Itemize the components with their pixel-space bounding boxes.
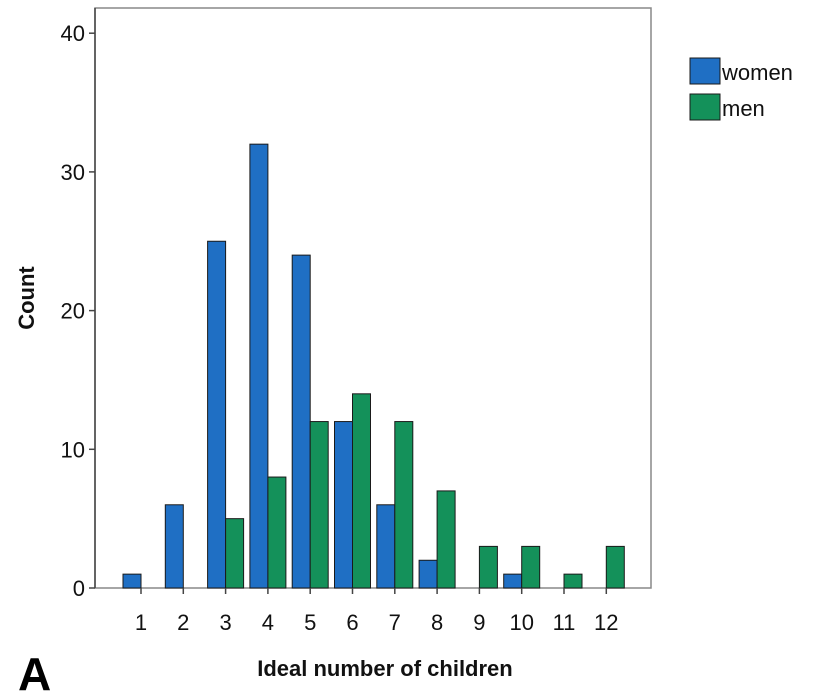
plot-frame [94,7,652,589]
x-tick-label: 7 [389,610,401,635]
x-tick-label: 1 [135,610,147,635]
x-tick-label: 5 [304,610,316,635]
x-tick-label: 2 [177,610,189,635]
bar-women-10 [503,573,523,589]
bar-men-11 [563,573,583,589]
y-axis-title: Count [14,266,39,330]
bar-women-7 [376,504,396,589]
bar-men-8 [436,490,456,589]
legend: women men [689,57,793,121]
x-tick-label: 9 [473,610,485,635]
bar-women-2 [164,504,184,589]
legend-label-women: women [721,60,793,85]
x-tick-label: 11 [553,610,576,635]
y-tick-label: 10 [61,437,85,462]
bar-men-6 [352,393,371,589]
bar-women-6 [334,421,353,589]
y-axis: 0 10 20 30 40 [61,8,96,601]
x-axis: 1 2 3 4 5 6 7 8 9 10 11 12 [135,588,619,635]
x-tick-label: 12 [594,610,618,635]
x-tick-label: 3 [219,610,231,635]
panel-label: A [18,648,51,697]
bar-women-1 [122,573,142,589]
bar-women-4 [249,143,269,589]
x-tick-label: 4 [262,610,274,635]
bars-group [122,143,625,589]
bar-men-4 [267,476,287,589]
bar-women-5 [291,254,311,589]
bar-men-5 [309,421,329,589]
y-tick-label: 30 [61,160,85,185]
bar-women-3 [207,240,227,589]
legend-swatch-men [689,93,721,121]
x-tick-label: 10 [509,610,533,635]
x-axis-title: Ideal number of children [257,656,512,681]
y-tick-label: 0 [73,576,85,601]
y-tick-label: 40 [61,21,85,46]
bar-men-10 [521,545,541,589]
bar-men-3 [225,518,245,589]
bar-men-7 [394,421,414,589]
x-tick-label: 6 [346,610,358,635]
legend-swatch-women [689,57,721,85]
x-tick-label: 8 [431,610,443,635]
bar-women-8 [418,559,438,589]
bar-men-9 [478,545,498,589]
legend-label-men: men [722,96,765,121]
bar-men-12 [605,545,625,589]
y-tick-label: 20 [61,299,85,324]
